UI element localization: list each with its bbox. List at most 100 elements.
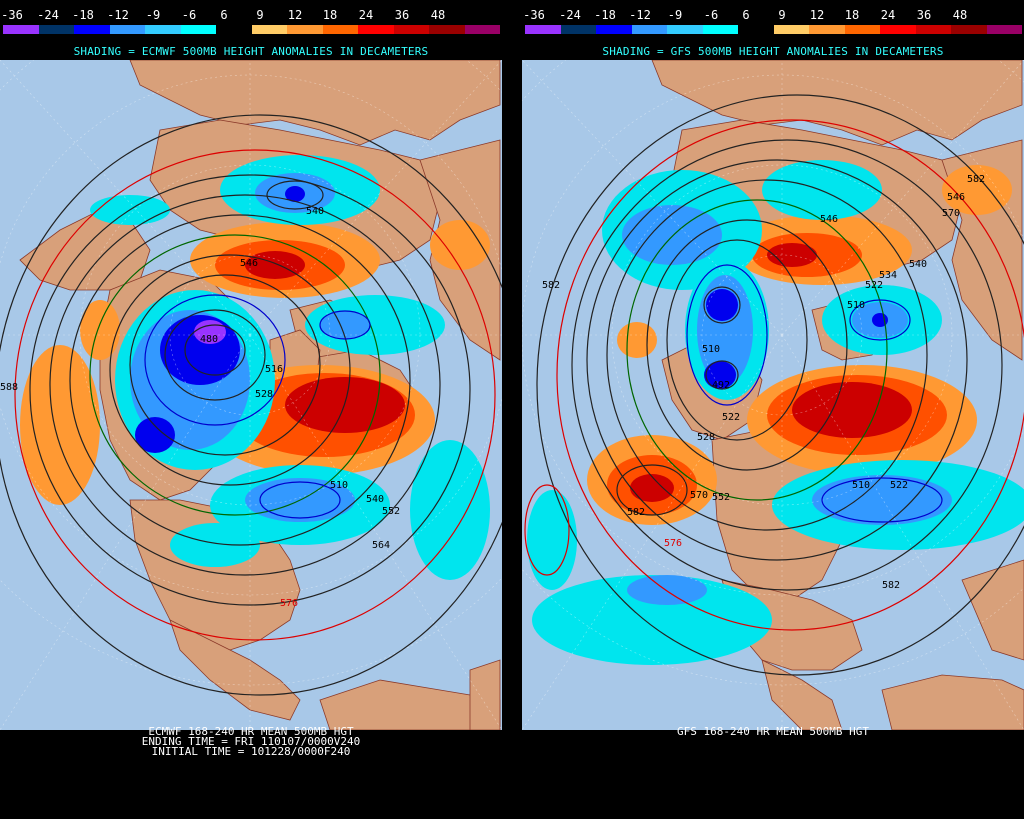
scale-swatch bbox=[773, 25, 809, 34]
contour-label: 582 bbox=[967, 174, 985, 185]
scale-label: -18 bbox=[594, 8, 616, 22]
scale-swatch bbox=[393, 25, 429, 34]
contour-labels: 582 546 570 546 540 534 522 510 582 510 … bbox=[542, 174, 985, 591]
scale-label: 12 bbox=[287, 8, 303, 22]
scale-swatch bbox=[951, 25, 987, 34]
scale-swatch bbox=[216, 25, 252, 34]
land-asia-top bbox=[129, 60, 501, 146]
scale-label: 36 bbox=[394, 8, 410, 22]
scale-swatch bbox=[322, 25, 358, 34]
land-africa-right bbox=[469, 659, 501, 730]
gfs-panel: -36 -24 -18 -12 -9 -6 6 9 12 18 24 36 48… bbox=[522, 0, 1024, 819]
cool-anomaly bbox=[305, 295, 445, 355]
scale-label: -24 bbox=[559, 8, 581, 22]
land-mexico bbox=[761, 659, 843, 730]
contour-label: 540 bbox=[306, 206, 324, 217]
contour-label: 540 bbox=[909, 259, 927, 270]
contour-label: 510 bbox=[702, 344, 720, 355]
warm-anomaly bbox=[617, 322, 657, 358]
scale-swatch bbox=[915, 25, 951, 34]
contour-label: 546 bbox=[947, 192, 965, 203]
scale-label: -6 bbox=[181, 8, 197, 22]
contour-label: 564 bbox=[372, 540, 390, 551]
color-scale-labels: -36 -24 -18 -12 -9 -6 6 9 12 18 24 36 48 bbox=[0, 8, 502, 22]
caption-line: GFS 168-240 HR MEAN 500MB HGT bbox=[676, 725, 870, 738]
map-caption: GFS 168-240 HR MEAN 500MB HGT bbox=[522, 725, 1024, 738]
scale-swatch bbox=[358, 25, 394, 34]
scale-label: -36 bbox=[523, 8, 545, 22]
scale-swatch bbox=[429, 25, 465, 34]
scale-swatch bbox=[145, 25, 181, 34]
warm-anomaly bbox=[20, 345, 100, 505]
height-contours bbox=[524, 94, 1024, 676]
ecmwf-panel: -36 -24 -18 -12 -9 -6 6 9 12 18 24 36 48… bbox=[0, 0, 502, 819]
scale-label: -24 bbox=[37, 8, 59, 22]
scale-swatch bbox=[74, 25, 110, 34]
warm-anomaly bbox=[245, 251, 305, 279]
cool-anomaly bbox=[706, 289, 738, 321]
scale-label: 24 bbox=[880, 8, 896, 22]
scale-swatch bbox=[109, 25, 145, 34]
cool-anomaly bbox=[320, 311, 370, 339]
contour-label: 546 bbox=[820, 214, 838, 225]
contour-label: 552 bbox=[382, 506, 400, 517]
warm-anomaly bbox=[630, 474, 674, 502]
cool-anomaly bbox=[170, 523, 260, 567]
scale-label: 6 bbox=[220, 8, 228, 22]
contour-label: 570 bbox=[690, 490, 708, 501]
caption-line: ENDING TIME = FRI 110107/0000V240 bbox=[141, 735, 361, 748]
contour-label: 570 bbox=[942, 208, 960, 219]
cool-anomaly bbox=[704, 361, 736, 389]
contour-label: 510 bbox=[852, 480, 870, 491]
contour-label: 510 bbox=[847, 300, 865, 311]
height-contours bbox=[0, 114, 502, 696]
scale-swatch bbox=[3, 25, 39, 34]
scale-label: 48 bbox=[952, 8, 968, 22]
scale-label: 36 bbox=[916, 8, 932, 22]
scale-swatch bbox=[809, 25, 845, 34]
scale-label: 9 bbox=[256, 8, 264, 22]
contour-label: 516 bbox=[265, 364, 283, 375]
caption-line: INITIAL TIME = 101228/0000F240 bbox=[151, 745, 351, 758]
contour-label: 528 bbox=[697, 432, 715, 443]
contour-label: 582 bbox=[882, 580, 900, 591]
contour-label: 492 bbox=[712, 380, 730, 391]
warm-anomaly bbox=[792, 382, 912, 438]
contour-label: 582 bbox=[542, 280, 560, 291]
anomaly-shading bbox=[527, 160, 1024, 665]
scale-swatch bbox=[880, 25, 916, 34]
scale-label: 24 bbox=[358, 8, 374, 22]
scale-swatch bbox=[667, 25, 703, 34]
contour-label: 546 bbox=[240, 258, 258, 269]
cool-anomaly bbox=[812, 475, 952, 525]
scale-label: -36 bbox=[1, 8, 23, 22]
cool-anomaly bbox=[622, 205, 722, 265]
contour-label: 522 bbox=[865, 280, 883, 291]
scale-swatch bbox=[560, 25, 596, 34]
land-asia-top bbox=[651, 60, 1023, 146]
color-scale-bar bbox=[525, 25, 1022, 34]
contour-label: 480 bbox=[200, 334, 218, 345]
scale-label: 6 bbox=[742, 8, 750, 22]
contour-labels: 546 540 516 528 510 540 552 564 576 588 … bbox=[0, 206, 400, 609]
cool-anomaly bbox=[627, 575, 707, 605]
color-scale-bar bbox=[3, 25, 500, 34]
scale-label: 9 bbox=[778, 8, 786, 22]
warm-anomaly bbox=[80, 300, 120, 360]
cool-anomaly bbox=[532, 575, 772, 665]
scale-swatch bbox=[702, 25, 738, 34]
cool-anomaly bbox=[285, 186, 305, 202]
cool-anomaly bbox=[135, 417, 175, 453]
contour-label: 576 bbox=[664, 538, 682, 549]
scale-label: 18 bbox=[844, 8, 860, 22]
scale-swatch bbox=[596, 25, 632, 34]
ecmwf-height-map: 546 540 516 528 510 540 552 564 576 588 … bbox=[0, 60, 502, 730]
cool-anomaly bbox=[410, 440, 490, 580]
scale-label: 48 bbox=[430, 8, 446, 22]
contour-label: 540 bbox=[366, 494, 384, 505]
contour-label: 510 bbox=[330, 480, 348, 491]
gfs-height-map: 582 546 570 546 540 534 522 510 582 510 … bbox=[522, 60, 1024, 730]
land-south-america bbox=[881, 674, 1024, 730]
land-africa bbox=[961, 559, 1024, 661]
cool-anomaly bbox=[762, 160, 882, 220]
